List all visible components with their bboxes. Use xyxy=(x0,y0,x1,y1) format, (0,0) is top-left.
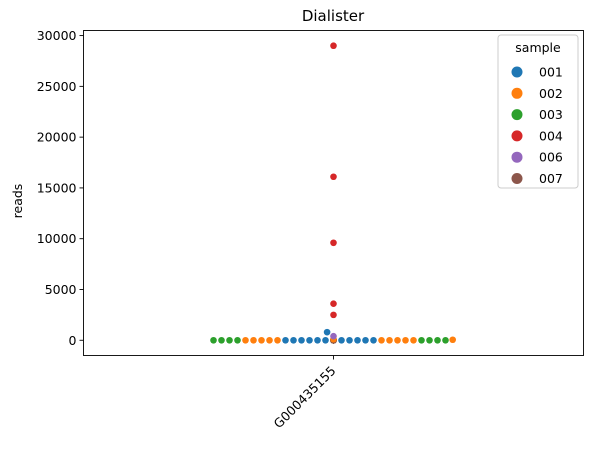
y-axis: 0 5000 10000 15000 20000 25000 30000 xyxy=(37,28,84,348)
swarm-point-001 xyxy=(306,336,313,344)
legend-label: 003 xyxy=(539,107,563,122)
legend-title: sample xyxy=(515,40,561,55)
swarm-point-002 xyxy=(250,336,257,344)
swarm-point-001 xyxy=(370,336,377,344)
swarm-point-003 xyxy=(418,336,425,344)
swarm-point-003 xyxy=(226,336,233,344)
swarm-point-002 xyxy=(274,336,281,344)
swarm-point-004 xyxy=(330,239,337,247)
swarm-point-002 xyxy=(386,336,393,344)
swarm-point-006 xyxy=(330,332,337,340)
legend-label: 007 xyxy=(539,171,563,186)
swarm-point-003 xyxy=(426,336,433,344)
plot-frame xyxy=(83,30,584,356)
x-tick-label: G000435155 xyxy=(271,363,339,431)
legend-marker xyxy=(511,66,523,78)
y-tick-label: 5000 xyxy=(45,282,77,297)
swarm-point-004 xyxy=(330,42,337,50)
swarm-point-002 xyxy=(449,336,457,344)
swarm-point-003 xyxy=(442,336,449,344)
swarm-point-001 xyxy=(323,328,331,336)
swarm-point-001 xyxy=(314,336,321,344)
swarm-point-004 xyxy=(330,311,337,319)
swarm-point-003 xyxy=(210,336,217,344)
legend: sample 001 002 003 004 006 007 xyxy=(497,34,579,189)
swarm-point-002 xyxy=(242,336,249,344)
swarm-point-003 xyxy=(218,336,225,344)
swarm-point-001 xyxy=(282,336,289,344)
swarm-point-001 xyxy=(338,336,345,344)
y-axis-label: reads xyxy=(10,184,25,219)
swarm-points xyxy=(210,42,457,344)
swarm-point-003 xyxy=(434,336,441,344)
y-tick-label: 10000 xyxy=(37,231,77,246)
swarm-point-002 xyxy=(410,336,417,344)
y-tick-label: 20000 xyxy=(37,130,77,145)
swarm-point-002 xyxy=(394,336,401,344)
x-axis: G000435155 xyxy=(271,355,339,431)
swarm-point-002 xyxy=(258,336,265,344)
y-tick-label: 25000 xyxy=(37,79,77,94)
legend-label: 002 xyxy=(539,86,563,101)
swarm-point-004 xyxy=(330,173,337,181)
swarm-point-001 xyxy=(322,336,329,344)
legend-label: 006 xyxy=(539,150,563,165)
legend-marker xyxy=(511,130,523,142)
swarm-point-001 xyxy=(298,336,305,344)
y-tick-label: 15000 xyxy=(37,180,77,195)
swarm-point-001 xyxy=(346,336,353,344)
legend-marker xyxy=(511,151,523,163)
legend-marker xyxy=(511,109,523,121)
chart-title: Dialister xyxy=(302,7,365,25)
swarm-point-001 xyxy=(290,336,297,344)
legend-box xyxy=(497,34,579,189)
legend-marker xyxy=(511,87,523,99)
swarm-point-002 xyxy=(266,336,273,344)
legend-marker xyxy=(511,173,523,184)
swarm-point-002 xyxy=(378,336,385,344)
legend-label: 004 xyxy=(539,128,563,143)
swarm-point-003 xyxy=(234,336,241,344)
y-tick-label: 30000 xyxy=(37,28,77,43)
swarm-point-001 xyxy=(354,336,361,344)
y-tick-label: 0 xyxy=(69,333,77,348)
swarm-point-002 xyxy=(402,336,409,344)
swarm-point-001 xyxy=(362,336,369,344)
swarm-point-004 xyxy=(330,300,337,308)
legend-label: 001 xyxy=(539,65,563,80)
